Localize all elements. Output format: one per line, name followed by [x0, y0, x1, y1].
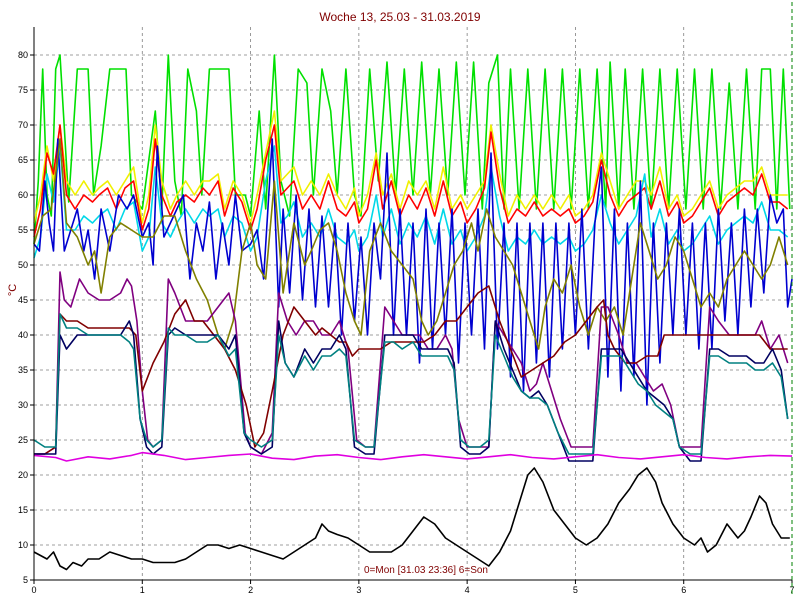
- y-tick-label: 55: [18, 225, 28, 235]
- y-tick-label: 5: [23, 575, 28, 585]
- series-line-6: [33, 138, 789, 350]
- y-tick-label: 80: [18, 50, 28, 60]
- y-axis-label: °C: [7, 284, 19, 296]
- series-line-9: [34, 320, 789, 462]
- y-tick-label: 60: [18, 190, 28, 200]
- y-tick-label: 20: [18, 470, 28, 480]
- x-tick-label: 4: [465, 585, 470, 595]
- y-tick-label: 65: [18, 155, 28, 165]
- y-tick-label: 40: [18, 330, 28, 340]
- chart-footer: 0=Mon [31.03 23:36] 6=Son: [364, 565, 488, 576]
- x-tick-label: 1: [140, 585, 145, 595]
- x-tick-label: 6: [681, 585, 686, 595]
- y-tick-label: 50: [18, 260, 28, 270]
- series-line-8: [34, 285, 788, 455]
- series-line-2: [33, 110, 788, 224]
- y-tick-label: 10: [18, 540, 28, 550]
- x-tick-label: 3: [356, 585, 361, 595]
- y-tick-label: 25: [18, 435, 28, 445]
- x-tick-label: 2: [248, 585, 253, 595]
- axes: 510152025303540455055606570758001234567: [18, 2, 795, 595]
- y-tick-label: 30: [18, 400, 28, 410]
- y-tick-label: 35: [18, 365, 28, 375]
- series-line-11: [33, 451, 793, 462]
- series-line-3: [33, 124, 789, 238]
- x-tick-label: 0: [31, 585, 36, 595]
- series-line-10: [33, 313, 789, 455]
- y-tick-label: 15: [18, 505, 28, 515]
- series-line-4: [33, 145, 789, 259]
- x-tick-label: 5: [573, 585, 578, 595]
- y-tick-label: 70: [18, 120, 28, 130]
- y-tick-label: 75: [18, 85, 28, 95]
- series-line-12: [33, 467, 790, 571]
- chart-title: Woche 13, 25.03 - 31.03.2019: [319, 10, 481, 24]
- series-lines: [33, 54, 793, 571]
- y-tick-label: 45: [18, 295, 28, 305]
